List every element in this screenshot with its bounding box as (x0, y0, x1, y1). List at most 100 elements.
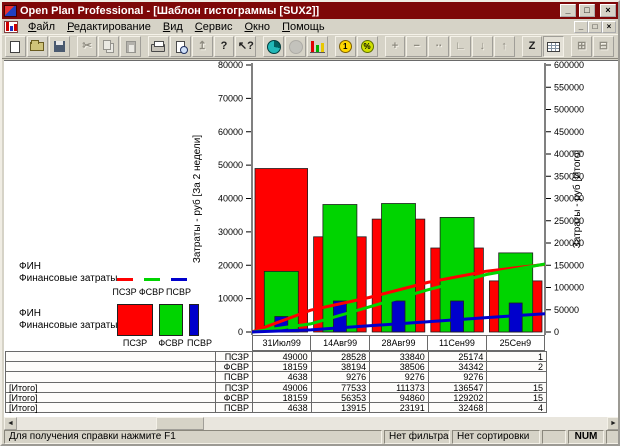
window-maximize-icon: ⊞ (577, 40, 587, 52)
table-cell: 25174 (429, 352, 488, 362)
table-cell: 2 (537, 362, 543, 373)
scroll-right-button[interactable]: ► (607, 417, 618, 430)
legend-entry-label: ПСВР (187, 338, 212, 348)
table-row: ПСВР 4638 9276 9276 9276 (5, 371, 547, 383)
menu-item-редактирование[interactable]: Редактирование (67, 20, 151, 33)
svg-text:100000: 100000 (554, 283, 584, 293)
print-preview-button[interactable] (169, 36, 191, 57)
window-restore-icon: ⊟ (598, 40, 609, 52)
child-minimize-button[interactable]: _ (574, 20, 588, 33)
close-button[interactable]: × (600, 4, 616, 17)
svg-text:20000: 20000 (218, 260, 243, 270)
restore-button[interactable]: □ (579, 4, 595, 17)
table-cell: [Итого] (6, 382, 216, 393)
histogram-view-button[interactable] (306, 36, 328, 57)
table-cell: [Итого] (6, 392, 216, 403)
table-cell: ПСВР (216, 372, 253, 382)
table-cell: 18159 (253, 392, 312, 403)
link-points-button: ∙∙ (428, 36, 450, 57)
table-cell: 38194 (312, 362, 371, 372)
app-logo-icon (4, 4, 17, 17)
date-cell: 25Сен9 (499, 338, 532, 348)
menu-item-вид[interactable]: Вид (162, 20, 183, 33)
percent-units-button[interactable]: % (356, 36, 378, 57)
legend-entry-label: ПСЗР (122, 338, 148, 348)
table-cell: ПСЗР (216, 382, 253, 393)
legend-subtitle: Финансовые затраты (19, 273, 118, 284)
table-cell: 28528 (312, 352, 371, 362)
table-cell: 9276 (312, 372, 371, 382)
resource-view-button (285, 36, 306, 57)
z-order-button[interactable]: Z (521, 36, 543, 57)
legend-boxes-group: ФИН Финансовые затраты ПСЗР ФСВР ПСВР (19, 304, 212, 348)
context-help-icon: ↖? (237, 40, 254, 52)
move-down-button: ↓ (471, 36, 493, 57)
legend-box-swatch-ПСВР (189, 304, 199, 336)
steps-button: ∟ (450, 36, 471, 57)
window-maximize-button: ⊞ (571, 36, 593, 57)
save-button[interactable] (48, 36, 70, 57)
legend-box-swatch-ПСЗР (117, 304, 153, 336)
table-cell: 1 (537, 352, 543, 362)
child-close-button[interactable]: × (602, 20, 616, 33)
table-cell: [Итого] (6, 402, 216, 413)
cost-units-button[interactable]: 1 (334, 36, 356, 57)
title-bar: Open Plan Professional - [Шаблон гистогр… (2, 2, 618, 19)
child-restore-button[interactable]: □ (588, 20, 602, 33)
table-cell: 9276 (429, 372, 488, 382)
new-document-icon (10, 40, 21, 53)
cut-button: ✂ (76, 36, 98, 57)
paste-icon (125, 40, 136, 53)
new-document-button[interactable] (5, 36, 26, 57)
svg-text:50000: 50000 (554, 305, 579, 315)
table-cell: 33840 (370, 352, 429, 362)
minimize-button[interactable]: _ (560, 4, 576, 17)
table-cell: 9276 (370, 372, 429, 382)
menu-item-помощь[interactable]: Помощь (282, 20, 325, 33)
cumulative-line-ФСВР (251, 262, 546, 334)
svg-text:300000: 300000 (554, 194, 584, 204)
svg-text:450000: 450000 (554, 127, 584, 137)
table-cell: 15 (532, 392, 543, 403)
scroll-left-button[interactable]: ◄ (4, 417, 17, 430)
menu-item-сервис[interactable]: Сервис (194, 20, 233, 33)
toolbar: ✂ ↥? ↖? 1% + − ∙∙ ∟ ↓ ↑ Z ⊞ ⊟ (2, 34, 618, 59)
table-cell: ПСВР (216, 402, 253, 413)
table-cell: ПСЗР (216, 352, 253, 362)
svg-text:70000: 70000 (218, 93, 243, 103)
save-icon (53, 41, 65, 52)
legend-entry-label: ФСВР (138, 287, 165, 297)
legend-line-swatch-ФСВР (144, 278, 160, 281)
horizontal-scrollbar[interactable]: ◄ ► (4, 417, 618, 430)
open-folder-button[interactable] (26, 36, 48, 57)
svg-text:150000: 150000 (554, 260, 584, 270)
move-up-icon: ↑ (501, 40, 507, 52)
svg-text:200000: 200000 (554, 238, 584, 248)
table-row: [Итого] ПСЗР 49006 77533 111373 136547 15 (5, 381, 547, 393)
menu-item-окно[interactable]: Окно (244, 20, 271, 33)
context-help-button[interactable]: ↖? (235, 36, 257, 57)
help-button[interactable]: ? (213, 36, 235, 57)
histogram-chart: 0 10000 20000 30000 40000 50000 60000 70000 8000… (191, 61, 584, 337)
print-button[interactable] (148, 36, 169, 57)
svg-text:50000: 50000 (218, 160, 243, 170)
time-scale-button[interactable] (263, 36, 285, 57)
scrollbar-thumb[interactable] (156, 417, 204, 430)
help-icon: ? (220, 40, 228, 52)
table-row: [Итого] ФСВР 18159 56353 94860 129202 15 (5, 391, 547, 403)
table-cell: 56353 (312, 392, 371, 403)
legend-box-swatch-ФСВР (159, 304, 183, 336)
menu-item-файл[interactable]: Файл (28, 20, 56, 33)
svg-text:0: 0 (238, 327, 243, 337)
table-view-button[interactable] (543, 36, 565, 57)
table-cell: 38506 (370, 362, 429, 372)
table-cell: 34342 (429, 362, 488, 372)
z-order-icon: Z (528, 40, 536, 52)
date-cell: 28Авг99 (370, 336, 429, 350)
table-cell: 136547 (429, 382, 488, 393)
window-restore-button: ⊟ (593, 36, 614, 57)
svg-text:550000: 550000 (554, 82, 584, 92)
table-cell (6, 352, 216, 362)
menu-bar: Файл Редактирование Вид Сервис Окно Помощь _ … (2, 19, 618, 34)
svg-text:Затраты - руб [За 2 недели]: Затраты - руб [За 2 недели] (191, 135, 203, 263)
